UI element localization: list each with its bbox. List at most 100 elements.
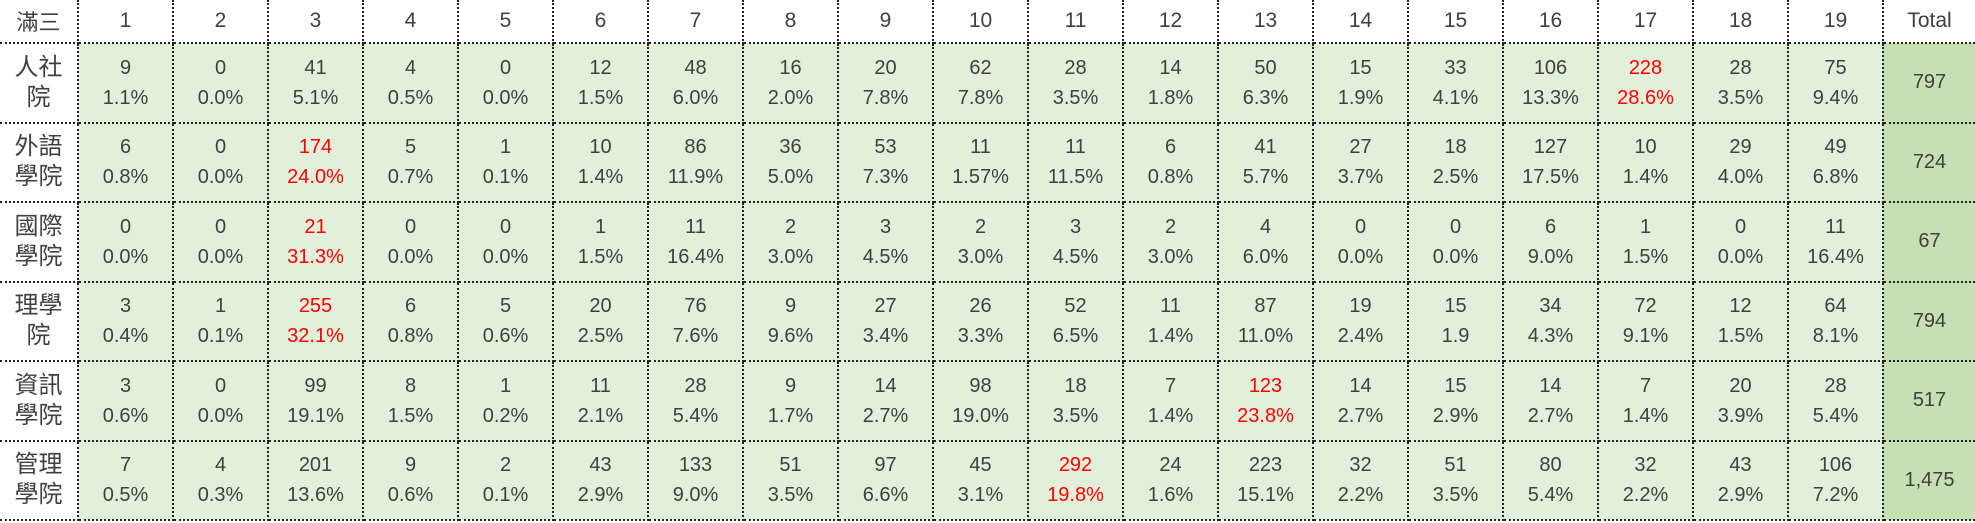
cell-count: 32 xyxy=(1349,454,1372,477)
cell-count: 0 xyxy=(119,215,132,238)
table-cell: 292 19.8% xyxy=(1027,439,1124,521)
cell-percent: 1.5% xyxy=(1622,245,1669,268)
cell-percent: 5.4% xyxy=(1527,484,1574,507)
column-header: 7 xyxy=(647,0,744,44)
cell-count: 36 xyxy=(779,136,802,159)
column-header: 16 xyxy=(1502,0,1599,44)
cell-percent: 1.6% xyxy=(1147,484,1194,507)
table-cell: 15 1.9% xyxy=(1312,42,1409,124)
table-body: 人社 院 9 1.1% 0 0.0% 41 5.1% 4 0.5% 0 0.0% 12 1.5% 48 6.… xyxy=(0,42,1975,521)
table-row: 理學 院 3 0.4% 1 0.1% 255 32.1% 6 0.8% 5 0.6% 20 2.5% 76… xyxy=(0,280,1975,362)
cell-percent: 0.1% xyxy=(482,484,529,507)
cell-percent: 1.8% xyxy=(1147,86,1194,109)
table-cell: 41 5.7% xyxy=(1217,121,1314,203)
table-cell: 2 3.0% xyxy=(932,201,1029,283)
table-cell: 76 7.6% xyxy=(647,280,744,362)
cell-percent: 0.8% xyxy=(102,166,149,189)
cell-count: 41 xyxy=(304,56,327,79)
cell-count: 292 xyxy=(1058,454,1093,477)
cell-percent: 0.6% xyxy=(387,484,434,507)
table-row: 國際 學院 0 0.0% 0 0.0% 21 31.3% 0 0.0% 0 0.0% 1 1.5% 11 1… xyxy=(0,201,1975,283)
cell-count: 7 xyxy=(119,454,132,477)
cell-percent: 19.0% xyxy=(952,404,1009,427)
column-header: 15 xyxy=(1407,0,1504,44)
cell-percent: 24.0% xyxy=(287,166,344,189)
cell-percent: 0.6% xyxy=(102,404,149,427)
table-cell: 11 11.5% xyxy=(1027,121,1124,203)
row-label: 外語 學院 xyxy=(0,121,79,203)
cell-count: 127 xyxy=(1533,136,1568,159)
cell-count: 32 xyxy=(1634,454,1657,477)
cell-percent: 2.0% xyxy=(767,86,814,109)
cell-count: 53 xyxy=(874,136,897,159)
table-cell: 1 0.1% xyxy=(457,121,554,203)
table-cell: 5 0.7% xyxy=(362,121,459,203)
table-cell: 53 7.3% xyxy=(837,121,934,203)
corner-header: 滿三 xyxy=(0,0,79,44)
table-cell: 20 7.8% xyxy=(837,42,934,124)
cell-percent: 8.1% xyxy=(1812,325,1859,348)
table-row: 外語 學院 6 0.8% 0 0.0% 174 24.0% 5 0.7% 1 0.1% 10 1.4% 8… xyxy=(0,121,1975,203)
cell-count: 11 xyxy=(1160,295,1181,318)
table-cell: 123 23.8% xyxy=(1217,360,1314,442)
cell-percent: 1.7% xyxy=(767,404,814,427)
table-cell: 12 1.5% xyxy=(1692,280,1789,362)
cell-count: 11 xyxy=(1825,215,1846,238)
table-cell: 43 2.9% xyxy=(552,439,649,521)
cell-count: 18 xyxy=(1444,136,1467,159)
cell-count: 62 xyxy=(969,56,992,79)
table-cell: 228 28.6% xyxy=(1597,42,1694,124)
table-cell: 0 0.0% xyxy=(1312,201,1409,283)
table-cell: 50 6.3% xyxy=(1217,42,1314,124)
cell-count: 28 xyxy=(684,374,707,397)
row-total: 794 xyxy=(1882,280,1975,362)
table-cell: 0 0.0% xyxy=(172,360,269,442)
cell-percent: 0.0% xyxy=(102,245,149,268)
column-header: 2 xyxy=(172,0,269,44)
row-total: 517 xyxy=(1882,360,1975,442)
cell-percent: 6.0% xyxy=(1242,245,1289,268)
cell-count: 11 xyxy=(1065,136,1086,159)
cell-percent: 0.0% xyxy=(482,86,529,109)
cell-percent: 4.3% xyxy=(1527,325,1574,348)
table-cell: 1 1.5% xyxy=(1597,201,1694,283)
cell-percent: 13.6% xyxy=(287,484,344,507)
cell-percent: 2.5% xyxy=(1432,166,1479,189)
cell-count: 0 xyxy=(499,215,512,238)
table-cell: 4 0.3% xyxy=(172,439,269,521)
table-cell: 106 7.2% xyxy=(1787,439,1884,521)
cell-count: 26 xyxy=(969,295,992,318)
table-cell: 7 1.4% xyxy=(1597,360,1694,442)
table-cell: 0 0.0% xyxy=(457,201,554,283)
cell-count: 43 xyxy=(1729,454,1752,477)
table-cell: 1 0.1% xyxy=(172,280,269,362)
cell-percent: 0.2% xyxy=(482,404,529,427)
table-cell: 62 7.8% xyxy=(932,42,1029,124)
cell-count: 15 xyxy=(1444,374,1467,397)
cell-percent: 5.4% xyxy=(1812,404,1859,427)
cell-percent: 3.5% xyxy=(1717,86,1764,109)
cell-count: 45 xyxy=(969,454,992,477)
cell-count: 2 xyxy=(784,215,797,238)
cell-count: 2 xyxy=(1164,215,1177,238)
cell-count: 9 xyxy=(784,374,797,397)
column-header: 10 xyxy=(932,0,1029,44)
cell-percent: 0.0% xyxy=(197,86,244,109)
cell-count: 0 xyxy=(1734,215,1747,238)
table-cell: 18 3.5% xyxy=(1027,360,1124,442)
cell-count: 0 xyxy=(214,215,227,238)
cell-percent: 3.3% xyxy=(957,325,1004,348)
cell-percent: 2.9% xyxy=(1717,484,1764,507)
cell-count: 41 xyxy=(1254,136,1277,159)
table-cell: 223 15.1% xyxy=(1217,439,1314,521)
table-cell: 27 3.4% xyxy=(837,280,934,362)
cell-count: 223 xyxy=(1248,454,1283,477)
cell-count: 87 xyxy=(1254,295,1277,318)
cell-percent: 9.4% xyxy=(1812,86,1859,109)
cell-count: 0 xyxy=(1354,215,1367,238)
cell-count: 9 xyxy=(404,454,417,477)
table-cell: 0 0.0% xyxy=(1407,201,1504,283)
table-cell: 5 0.6% xyxy=(457,280,554,362)
cell-count: 10 xyxy=(1634,136,1657,159)
